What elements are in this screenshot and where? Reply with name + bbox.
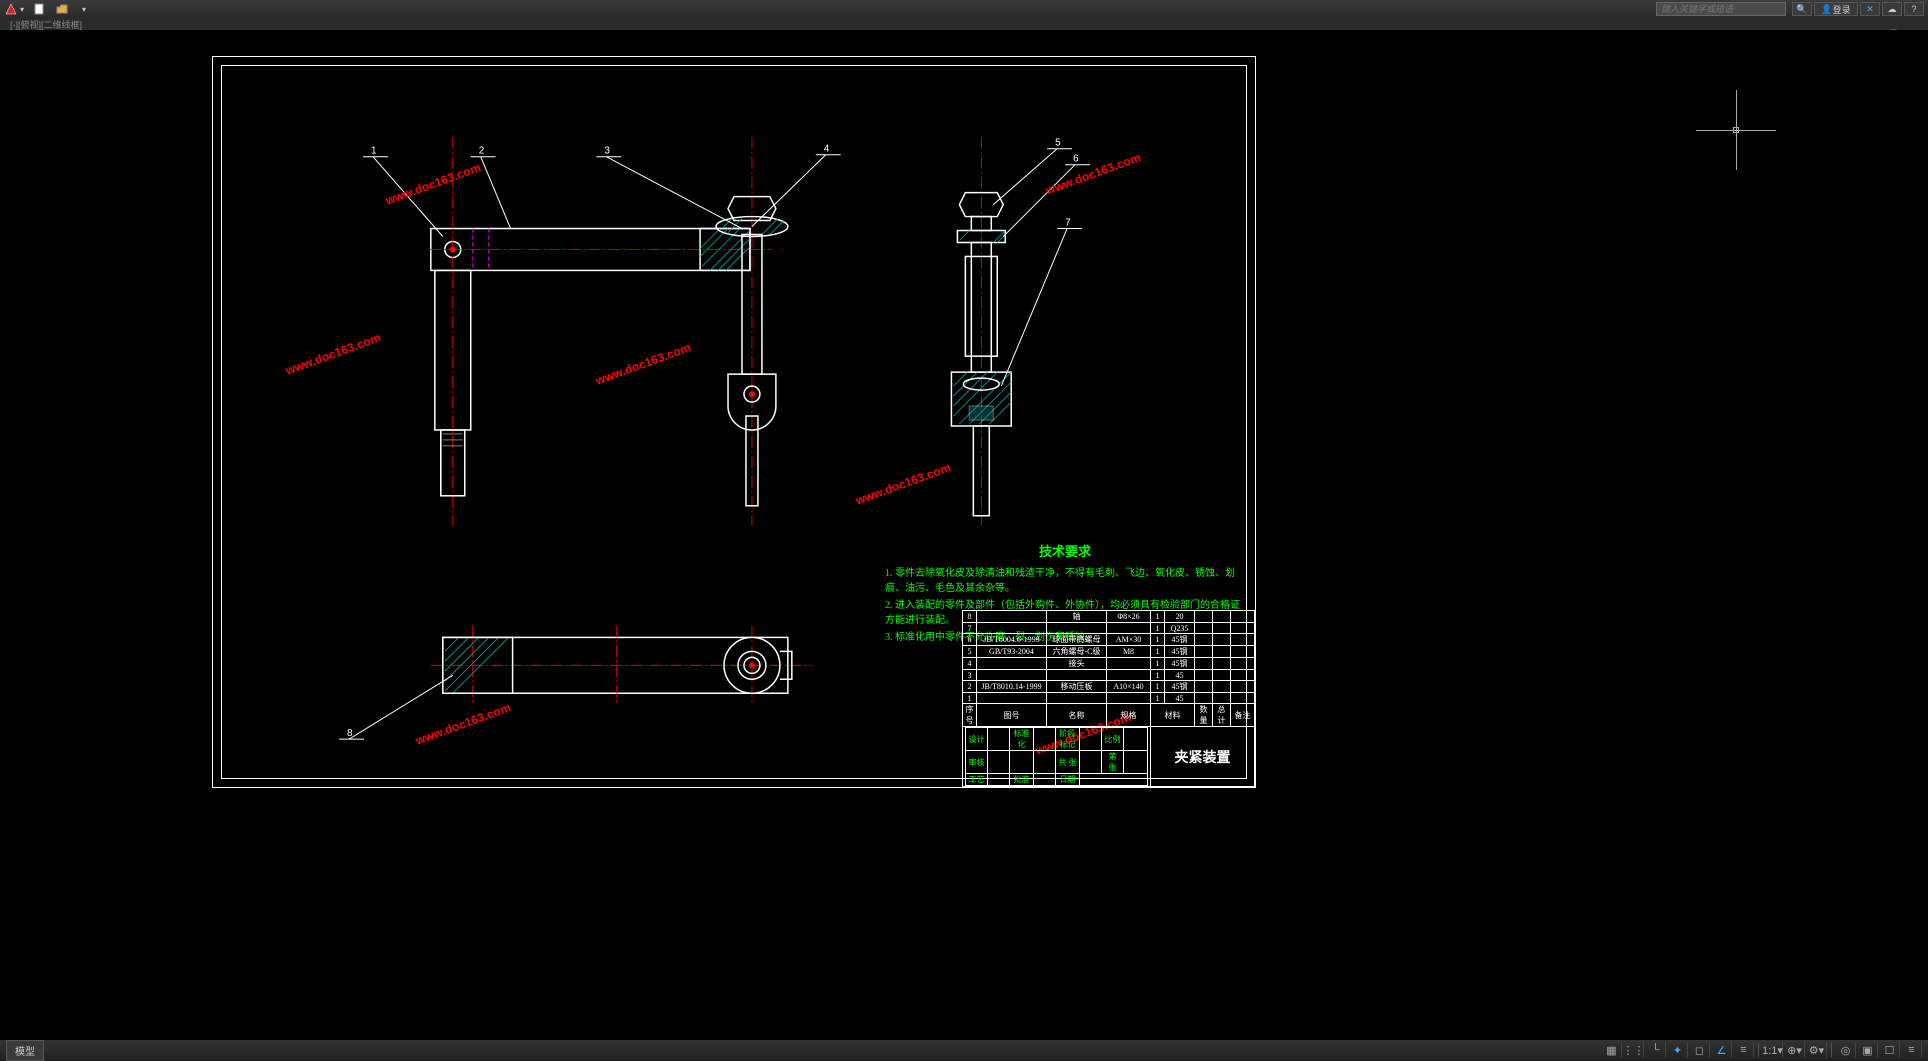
- lineweight-icon[interactable]: ≡: [1734, 1042, 1754, 1058]
- balloon-4: 4: [824, 144, 830, 155]
- isolate-icon[interactable]: ◎: [1836, 1042, 1856, 1058]
- balloon-7: 7: [1065, 218, 1071, 229]
- balloon-1: 1: [371, 146, 377, 157]
- statusbar: 模型 ▦ ⋮⋮ └ ✦ ◻ ∠ ≡ 1:1▾ ⊕▾ ⚙▾ ◎ ▣ ☐ ≡: [0, 1040, 1928, 1060]
- osnap-icon[interactable]: ◻: [1690, 1042, 1710, 1058]
- search-input[interactable]: [1656, 2, 1786, 16]
- balloon-2: 2: [479, 146, 485, 157]
- new-icon[interactable]: [32, 2, 48, 16]
- title-block: 8轴Φ8×26120 71Q235 6JB/T8004.6-1999球面带肩螺母…: [962, 610, 1255, 787]
- drawing-border: 1 2 3 4: [212, 56, 1256, 788]
- login-button[interactable]: 👤 登录: [1814, 2, 1858, 16]
- titlebar: ▾ ▾ 🔍 👤 登录 ✕ ☁ ?: [0, 0, 1928, 18]
- login-label: 登录: [1833, 3, 1851, 16]
- annotation-icon[interactable]: ⊕▾: [1785, 1042, 1805, 1058]
- tech-req-line: 1. 零件去除氧化皮及除清油和残渣干净，不得有毛刺、飞边、氧化皮、锈蚀、划痕、油…: [885, 564, 1245, 594]
- balloon-8: 8: [347, 728, 353, 739]
- tech-req-title: 技术要求: [885, 541, 1245, 560]
- customize-icon[interactable]: ≡: [1902, 1042, 1922, 1058]
- snap-icon[interactable]: ⋮⋮: [1624, 1042, 1644, 1058]
- drawing-title: 夹紧装置: [1151, 727, 1255, 787]
- status-tools: ▦ ⋮⋮ └ ✦ ◻ ∠ ≡ 1:1▾ ⊕▾ ⚙▾ ◎ ▣ ☐ ≡: [1602, 1042, 1922, 1058]
- hardware-icon[interactable]: ▣: [1858, 1042, 1878, 1058]
- workspace-icon[interactable]: ⚙▾: [1807, 1042, 1827, 1058]
- balloon-5: 5: [1055, 138, 1061, 149]
- balloon-3: 3: [604, 146, 610, 157]
- file-tabbar: [-][俯视][二维线框]: [0, 18, 1928, 30]
- balloon-6: 6: [1073, 154, 1079, 165]
- open-icon[interactable]: [54, 2, 70, 16]
- ortho-icon[interactable]: └: [1646, 1042, 1666, 1058]
- drawing-canvas[interactable]: 1 2 3 4: [0, 30, 1928, 1040]
- dropdown-icon[interactable]: ▾: [76, 2, 92, 16]
- otrack-icon[interactable]: ∠: [1712, 1042, 1732, 1058]
- clean-icon[interactable]: ☐: [1880, 1042, 1900, 1058]
- top-view: 8: [339, 625, 812, 739]
- view-tab[interactable]: [-][俯视][二维线框]: [4, 18, 88, 31]
- scale-icon[interactable]: 1:1▾: [1763, 1042, 1783, 1058]
- model-tab[interactable]: 模型: [6, 1040, 44, 1061]
- search-go-icon[interactable]: 🔍: [1792, 2, 1812, 16]
- dropdown-arrow-icon[interactable]: ▾: [20, 5, 24, 14]
- grid-icon[interactable]: ▦: [1602, 1042, 1622, 1058]
- autocad-logo-icon: [4, 2, 18, 16]
- help-icon[interactable]: ?: [1904, 2, 1924, 16]
- polar-icon[interactable]: ✦: [1668, 1042, 1688, 1058]
- side-view: 5 6 7: [951, 137, 1090, 526]
- front-view: 1 2 3 4: [363, 137, 841, 526]
- cloud-icon[interactable]: ☁: [1882, 2, 1902, 16]
- exchange-icon[interactable]: ✕: [1860, 2, 1880, 16]
